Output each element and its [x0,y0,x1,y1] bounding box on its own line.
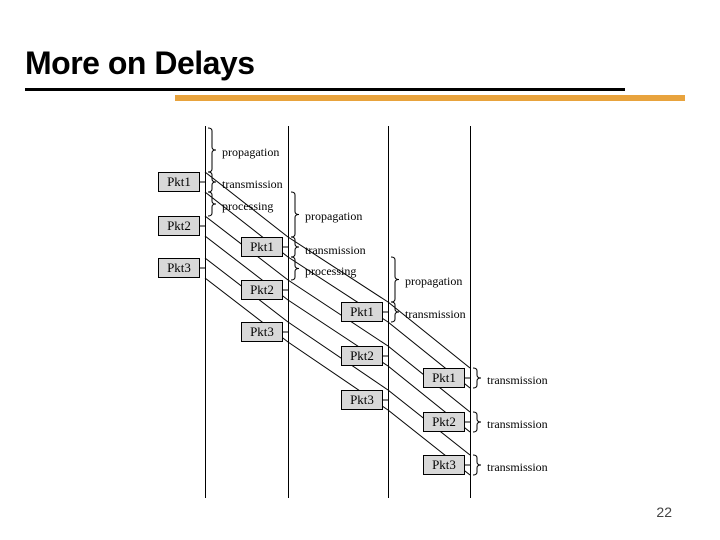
brace-svg [0,0,720,540]
delay-label: transmission [487,460,548,475]
delay-label: propagation [405,274,462,289]
delay-label: transmission [487,417,548,432]
delay-label: processing [222,199,273,214]
delay-label: propagation [222,145,279,160]
delay-label: transmission [305,243,366,258]
delay-label: transmission [487,373,548,388]
delay-label: propagation [305,209,362,224]
page-number: 22 [656,504,672,520]
delay-label: transmission [405,307,466,322]
delay-label: transmission [222,177,283,192]
delay-label: processing [305,264,356,279]
